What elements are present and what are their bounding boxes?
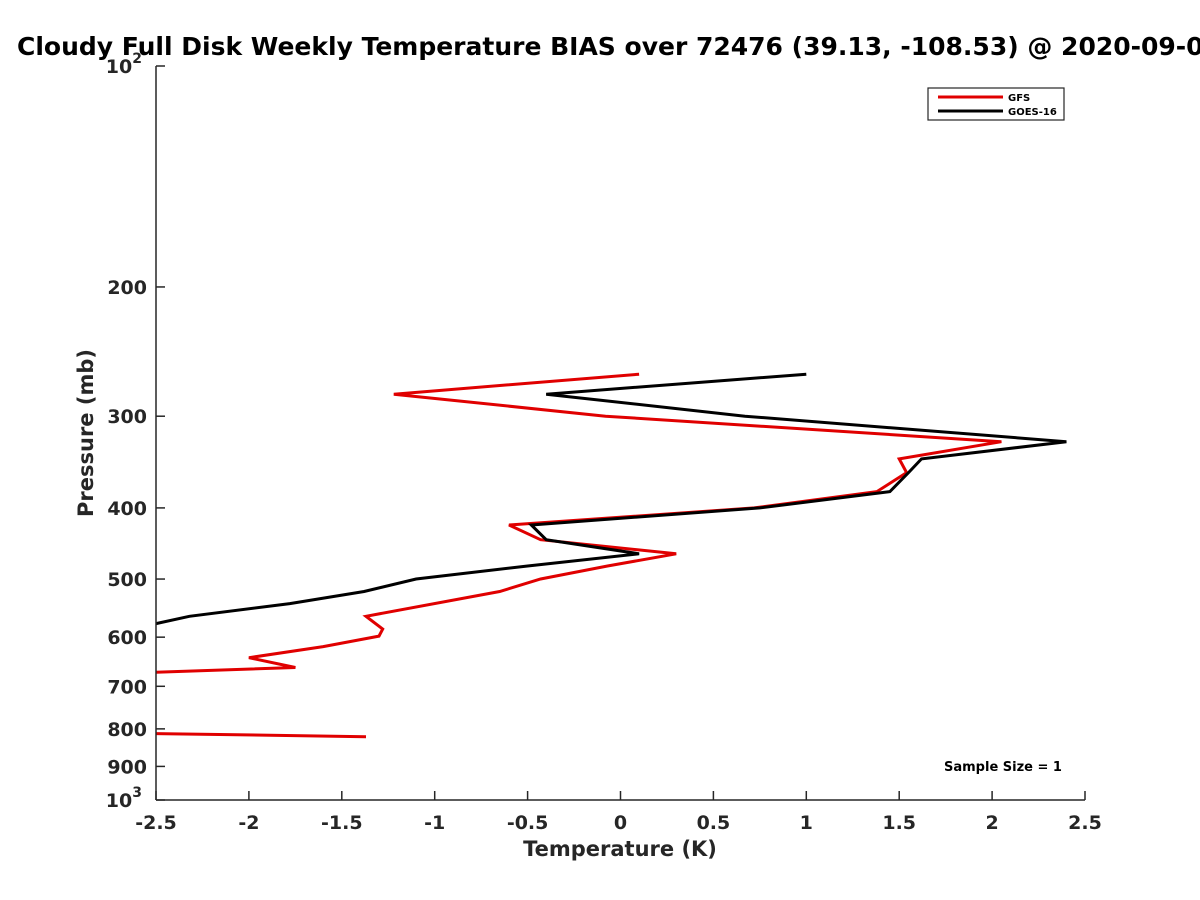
sample-size-annotation: Sample Size = 1 xyxy=(944,760,1062,775)
y-tick-label: 103 xyxy=(106,785,142,812)
x-tick-label: 0.5 xyxy=(697,812,731,834)
y-axis-label: Pressure (mb) xyxy=(74,349,98,517)
legend: GFS GOES-16 xyxy=(927,87,1065,121)
series-line-goes-16 xyxy=(155,372,1067,626)
y-tick-label: 600 xyxy=(107,627,147,649)
y-tick-label: 800 xyxy=(107,719,147,741)
x-axis-label: Temperature (K) xyxy=(523,837,717,861)
x-axis-ticks: -2.5 -2 -1.5 -1 -0.5 0 0.5 1 1.5 2 2.5 xyxy=(135,791,1102,834)
x-tick-label: 2.5 xyxy=(1068,812,1102,834)
y-tick-label: 400 xyxy=(107,498,147,520)
x-tick-label: 2 xyxy=(985,812,998,834)
y-tick-label: 200 xyxy=(107,277,147,299)
y-tick-label: 500 xyxy=(107,569,147,591)
series-line-gfs xyxy=(155,732,367,739)
legend-label: GOES-16 xyxy=(1008,107,1057,118)
series-line-gfs xyxy=(155,372,1002,674)
x-tick-label: -2.5 xyxy=(135,812,177,834)
x-tick-label: -1.5 xyxy=(321,812,363,834)
y-tick-base: 10 xyxy=(106,790,132,812)
y-tick-base: 10 xyxy=(106,56,132,78)
x-tick-label: 1 xyxy=(800,812,813,834)
y-tick-exponent: 3 xyxy=(132,785,142,801)
y-tick-label: 300 xyxy=(107,406,147,428)
legend-box xyxy=(927,87,1065,121)
x-tick-label: -1 xyxy=(424,812,445,834)
x-tick-label: 0 xyxy=(614,812,627,834)
y-tick-exponent: 2 xyxy=(132,51,142,67)
legend-label: GFS xyxy=(1008,93,1030,104)
y-tick-label: 700 xyxy=(107,676,147,698)
x-tick-label: 1.5 xyxy=(882,812,916,834)
y-tick-label: 900 xyxy=(107,756,147,778)
chart-title: Cloudy Full Disk Weekly Temperature BIAS… xyxy=(17,32,1200,61)
x-tick-label: -2 xyxy=(238,812,259,834)
y-tick-label: 102 xyxy=(106,51,142,78)
x-tick-label: -0.5 xyxy=(507,812,549,834)
plot-area xyxy=(155,372,1067,739)
